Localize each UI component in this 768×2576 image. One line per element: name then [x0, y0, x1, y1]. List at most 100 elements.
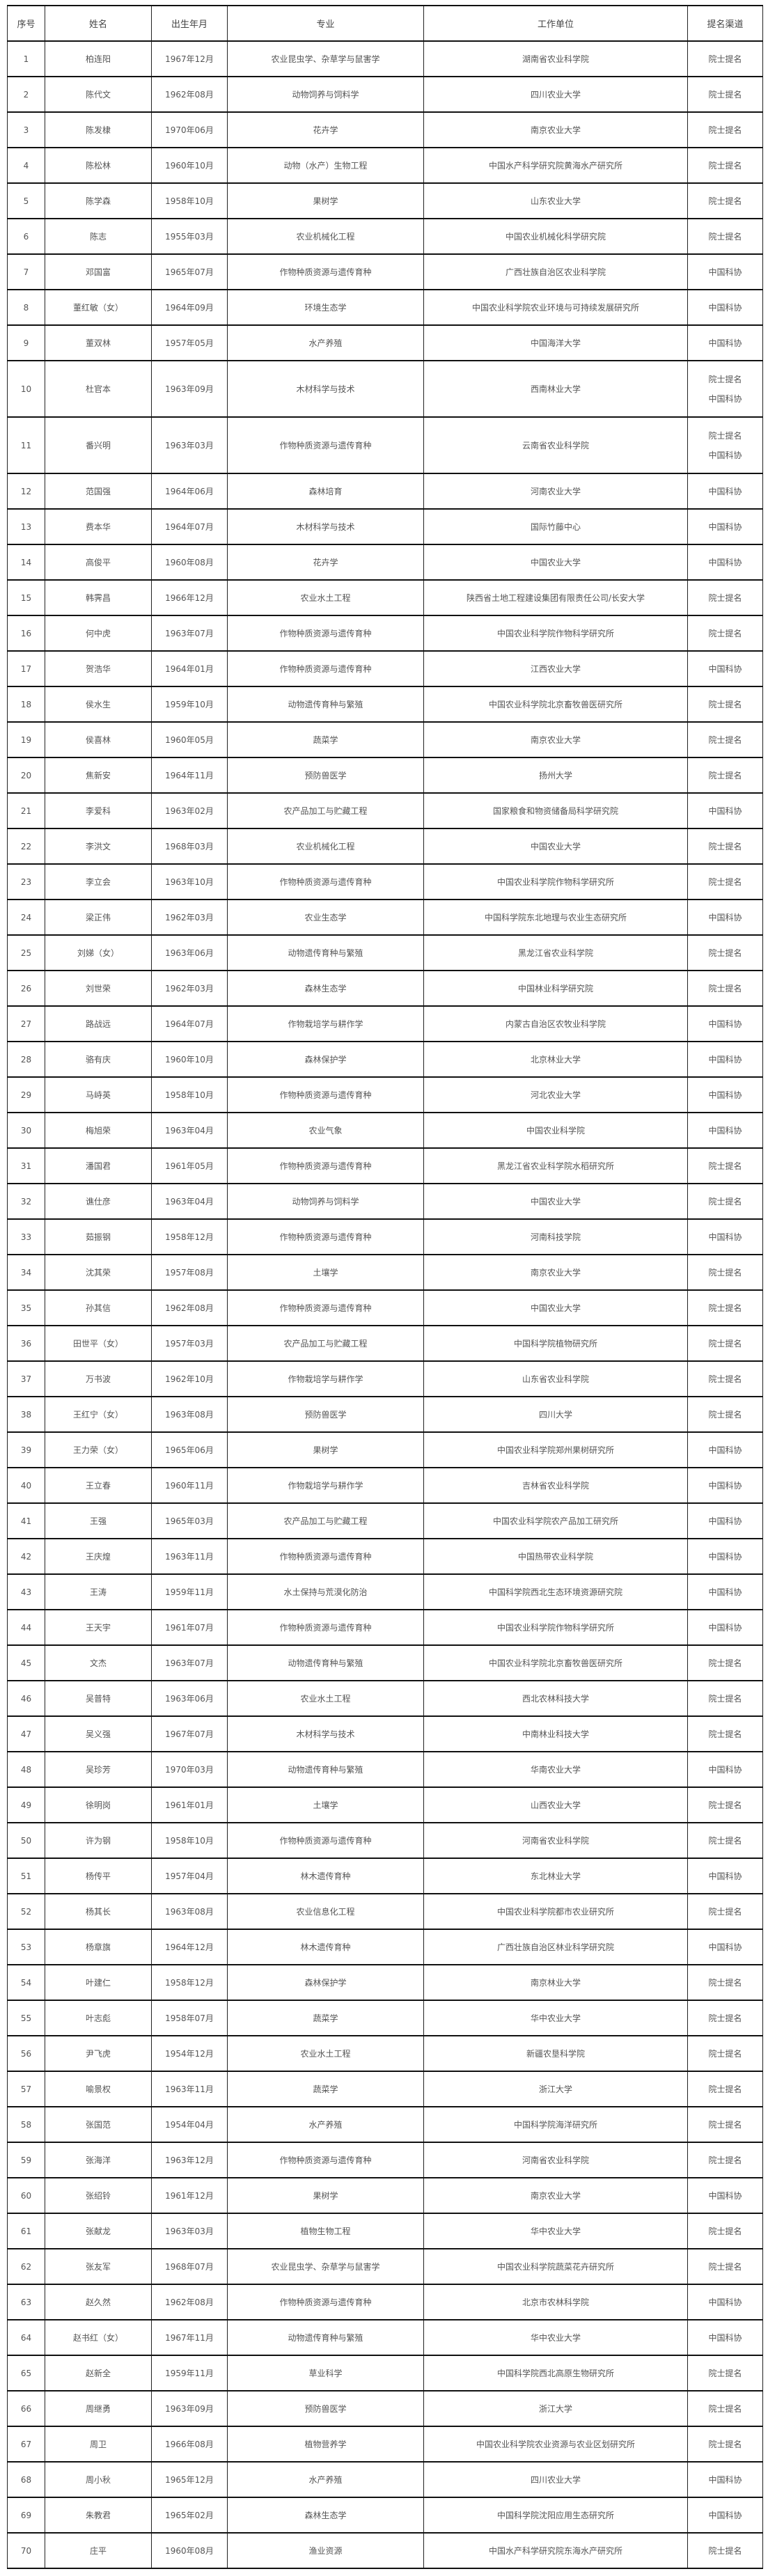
channel-label: 院士提名	[708, 2048, 742, 2059]
cell-major: 水产养殖	[227, 324, 424, 361]
cell-name: 陈代文	[45, 76, 152, 113]
cell-employer: 中国农业大学	[423, 1183, 688, 1220]
table-row: 10 杜官本 1963年09月 木材科学与技术 西南林业大学 院士提名 中国科协	[7, 360, 763, 418]
channel-label: 中国科协	[708, 1125, 742, 1136]
cell-channel: 院士提名	[687, 934, 763, 971]
header-employer: 工作单位	[423, 5, 688, 42]
cell-birth: 1962年08月	[151, 2284, 228, 2320]
cell-birth: 1954年12月	[151, 2035, 228, 2072]
cell-name: 许为钢	[45, 1822, 152, 1859]
cell-channel: 院士提名	[687, 2426, 763, 2463]
table-row: 31 潘国君 1961年05月 作物种质资源与遗传育种 黑龙江省农业科学院水稻研究所 院士…	[7, 1147, 763, 1184]
cell-birth: 1963年03月	[151, 416, 228, 474]
cell-employer: 中国农业大学	[423, 544, 688, 581]
channel-label: 院士提名	[708, 1267, 742, 1278]
cell-channel: 中国科协	[687, 1431, 763, 1468]
cell-major: 农产品加工与贮藏工程	[227, 1502, 424, 1539]
cell-major: 预防兽医学	[227, 2390, 424, 2427]
cell-employer: 中国农业科学院作物科学研究所	[423, 863, 688, 900]
table-row: 66 周继勇 1963年09月 预防兽医学 浙江大学 院士提名	[7, 2390, 763, 2427]
cell-name: 王立春	[45, 1467, 152, 1504]
cell-birth: 1962年10月	[151, 1360, 228, 1397]
cell-major: 土壤学	[227, 1254, 424, 1291]
cell-index: 24	[7, 899, 45, 936]
cell-major: 农产品加工与贮藏工程	[227, 1325, 424, 1362]
cell-major: 土壤学	[227, 1786, 424, 1823]
cell-name: 陈发棣	[45, 111, 152, 148]
table-row: 50 许为钢 1958年10月 作物种质资源与遗传育种 河南省农业科学院 院士提名	[7, 1822, 763, 1859]
cell-birth: 1961年12月	[151, 2177, 228, 2214]
cell-name: 文杰	[45, 1644, 152, 1681]
cell-name: 庄平	[45, 2532, 152, 2569]
table-row: 54 叶建仁 1958年12月 森林保护学 南京林业大学 院士提名	[7, 1964, 763, 2001]
cell-major: 草业科学	[227, 2355, 424, 2392]
cell-channel: 中国科协	[687, 1467, 763, 1504]
cell-channel: 院士提名 中国科协	[687, 416, 763, 474]
channel-label: 中国科协	[708, 912, 742, 922]
channel-label: 中国科协	[708, 2297, 742, 2307]
cell-index: 35	[7, 1289, 45, 1326]
cell-employer: 北京林业大学	[423, 1041, 688, 1078]
cell-channel: 中国科协	[687, 1041, 763, 1078]
header-index: 序号	[7, 5, 45, 42]
cell-major: 农业机械化工程	[227, 218, 424, 255]
cell-index: 11	[7, 416, 45, 474]
cell-channel: 院士提名	[687, 111, 763, 148]
cell-name: 王天宇	[45, 1609, 152, 1646]
cell-name: 王强	[45, 1502, 152, 1539]
cell-name: 梅旭荣	[45, 1112, 152, 1149]
cell-channel: 院士提名 中国科协	[687, 360, 763, 418]
channel-label: 中国科协	[708, 1090, 742, 1100]
cell-birth: 1965年12月	[151, 2461, 228, 2498]
cell-name: 柏连阳	[45, 40, 152, 77]
cell-name: 茹振钢	[45, 1218, 152, 1255]
cell-index: 21	[7, 792, 45, 829]
channel-label: 中国科协	[708, 1622, 742, 1633]
cell-major: 作物种质资源与遗传育种	[227, 1538, 424, 1575]
cell-name: 骆有庆	[45, 1041, 152, 1078]
channel-label: 院士提名	[708, 770, 742, 780]
table-row: 67 周卫 1966年08月 植物营养学 中国农业科学院农业资源与农业区划研究所 院士提名	[7, 2426, 763, 2463]
cell-channel: 院士提名	[687, 76, 763, 113]
cell-major: 林木遗传育种	[227, 1858, 424, 1894]
cell-name: 赵久然	[45, 2284, 152, 2320]
cell-birth: 1957年05月	[151, 324, 228, 361]
cell-major: 作物栽培学与耕作学	[227, 1360, 424, 1397]
cell-employer: 四川农业大学	[423, 76, 688, 113]
cell-employer: 黑龙江省农业科学院水稻研究所	[423, 1147, 688, 1184]
channel-label: 院士提名	[708, 735, 742, 745]
cell-channel: 院士提名	[687, 1147, 763, 1184]
cell-employer: 云南省农业科学院	[423, 416, 688, 474]
cell-employer: 中国热带农业科学院	[423, 1538, 688, 1575]
cell-index: 16	[7, 615, 45, 652]
cell-birth: 1968年03月	[151, 828, 228, 865]
cell-channel: 院士提名	[687, 147, 763, 184]
cell-employer: 内蒙古自治区农牧业科学院	[423, 1005, 688, 1042]
cell-channel: 院士提名	[687, 1325, 763, 1362]
channel-label: 中国科协	[708, 521, 742, 532]
table-row: 38 王红宁（女） 1963年08月 预防兽医学 四川大学 院士提名	[7, 1396, 763, 1433]
channel-label: 院士提名	[708, 2439, 742, 2449]
table-row: 35 孙其信 1962年08月 作物种质资源与遗传育种 中国农业大学 院士提名	[7, 1289, 763, 1326]
cell-major: 森林生态学	[227, 2497, 424, 2534]
cell-birth: 1957年04月	[151, 1858, 228, 1894]
channel-label: 中国科协	[708, 1445, 742, 1455]
cell-channel: 中国科协	[687, 253, 763, 290]
cell-index: 61	[7, 2213, 45, 2249]
table-row: 23 李立会 1963年10月 作物种质资源与遗传育种 中国农业科学院作物科学研究所 院士…	[7, 863, 763, 900]
table-row: 13 费本华 1964年07月 木材科学与技术 国际竹藤中心 中国科协	[7, 508, 763, 545]
cell-index: 25	[7, 934, 45, 971]
channel-label: 院士提名	[708, 1800, 742, 1810]
cell-channel: 院士提名	[687, 828, 763, 865]
cell-channel: 中国科协	[687, 324, 763, 361]
channel-label: 中国科协	[708, 557, 742, 567]
cell-employer: 中南林业科技大学	[423, 1715, 688, 1752]
channel-label: 院士提名	[708, 2226, 742, 2236]
cell-birth: 1967年07月	[151, 1715, 228, 1752]
channel-label: 中国科协	[708, 1764, 742, 1775]
table-row: 52 杨其长 1963年08月 农业信息化工程 中国农业科学院都市农业研究所 院士提名	[7, 1893, 763, 1930]
cell-major: 作物种质资源与遗传育种	[227, 615, 424, 652]
cell-major: 作物种质资源与遗传育种	[227, 863, 424, 900]
table-row: 48 吴珍芳 1970年03月 动物遗传育种与繁殖 华南农业大学 中国科协	[7, 1751, 763, 1788]
cell-name: 王红宁（女）	[45, 1396, 152, 1433]
